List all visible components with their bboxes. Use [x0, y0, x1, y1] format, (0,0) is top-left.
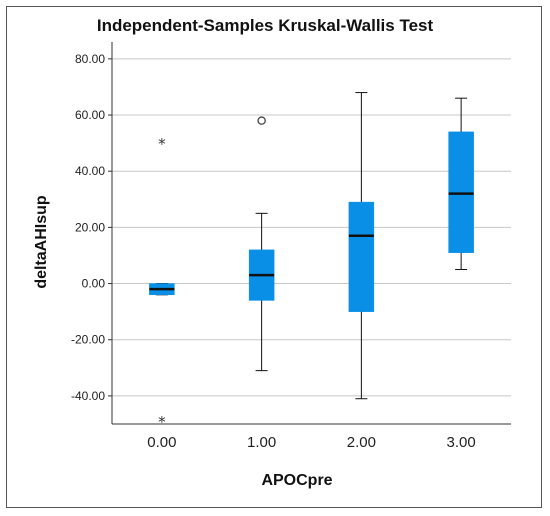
y-tick-label: 80.00 — [75, 52, 105, 66]
grid-layer — [112, 58, 511, 397]
axes-layer — [111, 42, 511, 425]
box-group — [248, 116, 275, 372]
x-tick-label: 3.00 — [447, 434, 476, 451]
y-tick-label: -20.00 — [71, 333, 105, 347]
y-tick-label: 60.00 — [75, 108, 105, 122]
box-group: ** — [149, 135, 175, 431]
x-tick-label: 2.00 — [347, 434, 376, 451]
box-group — [448, 97, 474, 271]
x-tick-label: 1.00 — [247, 434, 276, 451]
ticks-layer: -40.00 -20.00 0.00 20.00 40.00 60.00 80.00 0.00… — [71, 52, 476, 451]
extreme-point: * — [158, 135, 166, 153]
extreme-point: * — [158, 413, 166, 431]
box-group — [348, 92, 375, 400]
box-iqr — [448, 131, 474, 253]
y-tick-label: 0.00 — [82, 277, 106, 291]
y-tick-label: 40.00 — [75, 164, 105, 178]
box-iqr — [348, 201, 375, 312]
y-axis-title: deltaAHIsup — [33, 195, 50, 289]
boxes-layer: ** — [149, 92, 474, 431]
x-axis-title: APOCpre — [261, 472, 332, 489]
outlier-point — [257, 116, 266, 125]
chart-title: Independent-Samples Kruskal-Wallis Test — [97, 16, 434, 35]
y-tick-label: -40.00 — [71, 389, 105, 403]
x-tick-label: 0.00 — [147, 434, 176, 451]
y-tick-label: 20.00 — [75, 220, 105, 234]
